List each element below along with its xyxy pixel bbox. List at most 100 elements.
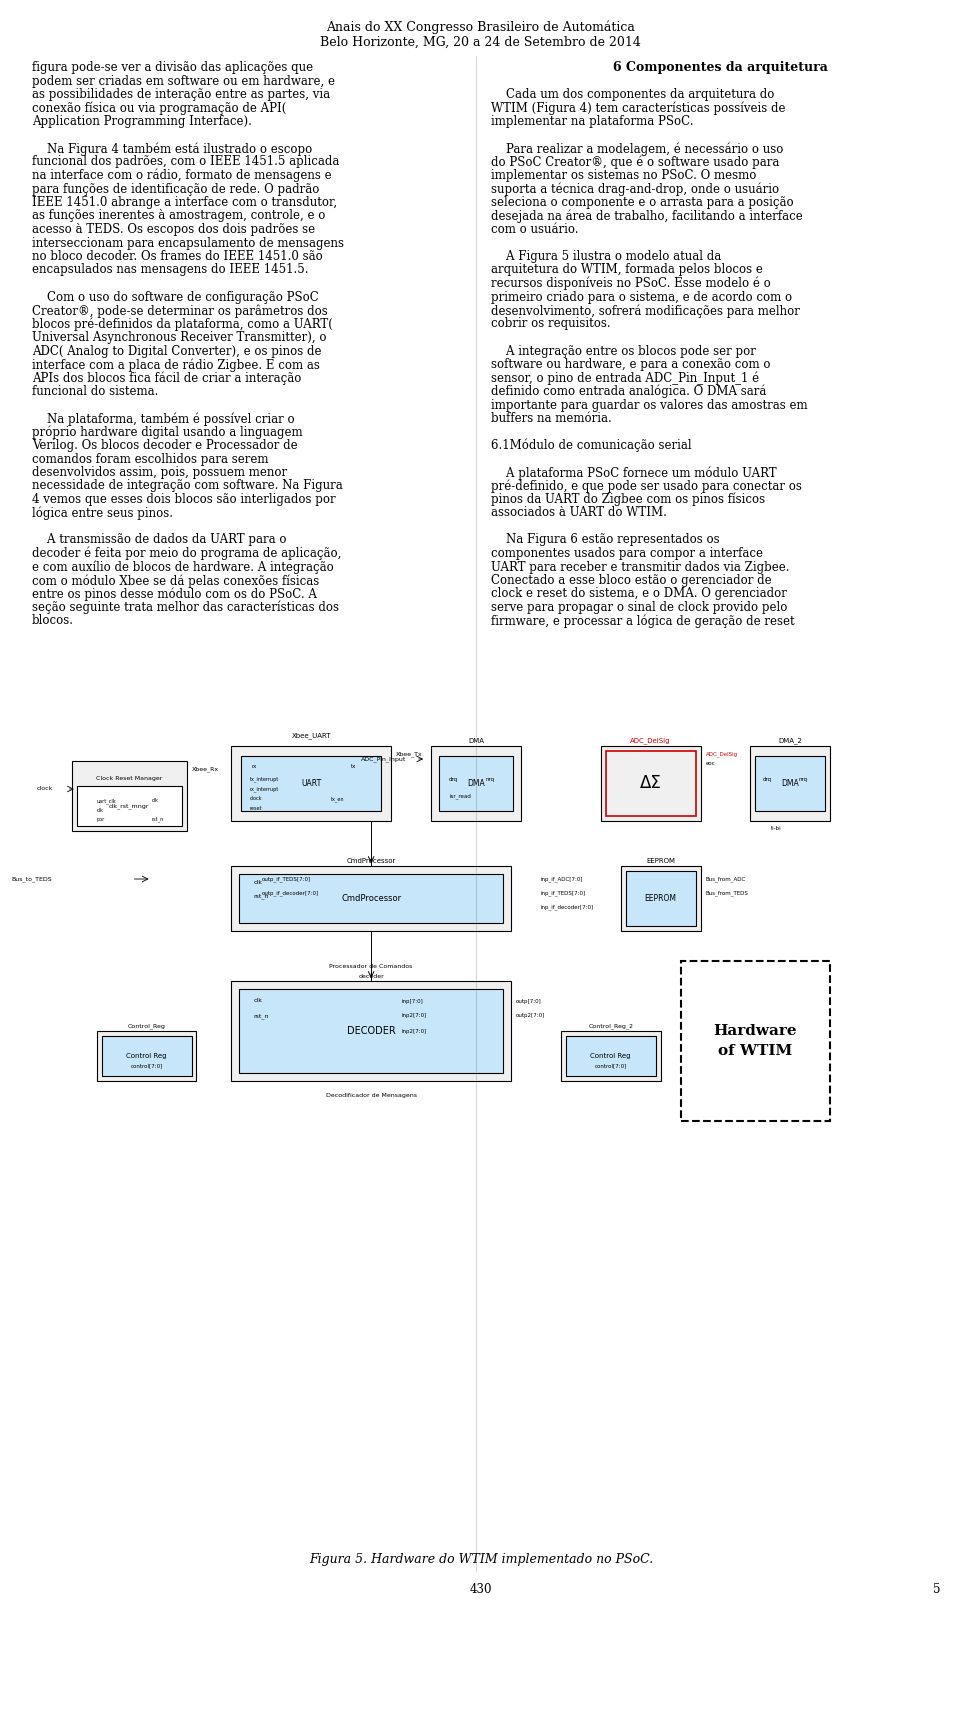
Text: inp2[7:0]: inp2[7:0] <box>401 1029 426 1034</box>
Text: buffers na memória.: buffers na memória. <box>491 411 612 425</box>
Text: blocos.: blocos. <box>32 614 74 628</box>
Text: Na plataforma, também é possível criar o: Na plataforma, também é possível criar o <box>32 411 295 425</box>
Text: uart_clk: uart_clk <box>97 799 116 804</box>
Text: Hardware: Hardware <box>713 1024 797 1038</box>
Text: UART para receber e transmitir dados via Zigbee.: UART para receber e transmitir dados via… <box>491 561 789 573</box>
Text: outp_if_decoder[7:0]: outp_if_decoder[7:0] <box>261 890 319 897</box>
Text: do PSoC Creator®, que é o software usado para: do PSoC Creator®, que é o software usado… <box>491 155 780 169</box>
Text: DMA_2: DMA_2 <box>779 738 803 745</box>
Bar <box>72 761 186 831</box>
Text: Com o uso do software de configuração PSoC: Com o uso do software de configuração PS… <box>32 291 319 303</box>
Text: outp[7:0]: outp[7:0] <box>516 998 541 1003</box>
Text: inp_if_decoder[7:0]: inp_if_decoder[7:0] <box>540 904 594 910</box>
Text: clock: clock <box>250 797 262 802</box>
Text: firmware, e processar a lógica de geração de reset: firmware, e processar a lógica de geraçã… <box>491 614 795 628</box>
Text: EEPROM: EEPROM <box>644 893 677 904</box>
Text: CmdProcessor: CmdProcessor <box>341 893 401 904</box>
Text: ADC_Pin_Input: ADC_Pin_Input <box>361 756 406 762</box>
Text: clk: clk <box>152 799 158 804</box>
Text: 6 Componentes da arquitetura: 6 Componentes da arquitetura <box>613 60 828 74</box>
Text: podem ser criadas em software ou em hardware, e: podem ser criadas em software ou em hard… <box>32 74 335 88</box>
Text: DMA: DMA <box>468 738 484 743</box>
Text: eoc: eoc <box>706 761 715 766</box>
Text: Decodificador de Mensagens: Decodificador de Mensagens <box>325 1093 417 1098</box>
Text: entre os pinos desse módulo com os do PSoC. A: entre os pinos desse módulo com os do PS… <box>32 587 317 601</box>
Text: serve para propagar o sinal de clock provido pelo: serve para propagar o sinal de clock pro… <box>491 601 787 614</box>
Text: 430: 430 <box>469 1583 492 1595</box>
Text: Cada um dos componentes da arquitetura do: Cada um dos componentes da arquitetura d… <box>491 88 775 102</box>
Text: 6.1Módulo de comunicação serial: 6.1Módulo de comunicação serial <box>491 439 691 453</box>
Bar <box>77 786 181 826</box>
Text: inp_if_ADC[7:0]: inp_if_ADC[7:0] <box>540 876 584 881</box>
Text: rx: rx <box>252 764 256 769</box>
Bar <box>231 745 391 821</box>
Text: para funções de identificação de rede. O padrão: para funções de identificação de rede. O… <box>32 182 319 196</box>
Bar <box>32 633 930 1566</box>
Text: figura pode-se ver a divisão das aplicações que: figura pode-se ver a divisão das aplicaç… <box>32 60 313 74</box>
Bar <box>621 866 701 931</box>
Text: associados à UART do WTIM.: associados à UART do WTIM. <box>491 506 667 520</box>
Text: rst_n: rst_n <box>152 816 164 823</box>
Text: ADC_DelSig: ADC_DelSig <box>631 738 671 745</box>
Text: control[7:0]: control[7:0] <box>594 1064 627 1069</box>
Text: Anais do XX Congresso Brasileiro de Automática: Anais do XX Congresso Brasileiro de Auto… <box>326 21 636 34</box>
Text: Xbee_UART: Xbee_UART <box>292 733 331 740</box>
Text: as possibilidades de interação entre as partes, via: as possibilidades de interação entre as … <box>32 88 330 102</box>
Text: inp[7:0]: inp[7:0] <box>401 998 422 1003</box>
Text: Belo Horizonte, MG, 20 a 24 de Setembro de 2014: Belo Horizonte, MG, 20 a 24 de Setembro … <box>321 36 641 48</box>
Text: 4 vemos que esses dois blocos são interligados por: 4 vemos que esses dois blocos são interl… <box>32 492 335 506</box>
Text: of WTIM: of WTIM <box>718 1045 793 1058</box>
Text: seção seguinte trata melhor das características dos: seção seguinte trata melhor das caracter… <box>32 601 339 614</box>
Text: Bus_from_ADC: Bus_from_ADC <box>706 876 746 881</box>
Text: inp2[7:0]: inp2[7:0] <box>401 1014 426 1019</box>
Text: tx_en: tx_en <box>331 797 345 802</box>
Text: funcional do sistema.: funcional do sistema. <box>32 386 158 398</box>
Text: importante para guardar os valores das amostras em: importante para guardar os valores das a… <box>491 399 807 411</box>
Bar <box>606 750 695 816</box>
Text: lógica entre seus pinos.: lógica entre seus pinos. <box>32 506 173 520</box>
Text: Bus_to_TEDS: Bus_to_TEDS <box>12 876 52 881</box>
Text: APIs dos blocos fica fácil de criar a interação: APIs dos blocos fica fácil de criar a in… <box>32 372 301 386</box>
Text: blocos pré-definidos da plataforma, como a UART(: blocos pré-definidos da plataforma, como… <box>32 317 333 330</box>
Text: Para realizar a modelagem, é necessário o uso: Para realizar a modelagem, é necessário … <box>491 143 783 155</box>
Text: Na Figura 4 também está ilustrado o escopo: Na Figura 4 também está ilustrado o esco… <box>32 143 312 155</box>
Text: ADC_DelSig: ADC_DelSig <box>706 750 737 757</box>
Text: drq: drq <box>449 776 458 781</box>
Text: A plataforma PSoC fornece um módulo UART: A plataforma PSoC fornece um módulo UART <box>491 466 777 480</box>
Text: rst_n: rst_n <box>253 1014 269 1019</box>
Text: Clock Reset Manager: Clock Reset Manager <box>96 776 162 781</box>
Bar <box>561 1031 660 1081</box>
Text: Xbee_Rx: Xbee_Rx <box>191 766 219 771</box>
Text: tx: tx <box>351 764 356 769</box>
Bar <box>756 756 826 811</box>
Text: A Figura 5 ilustra o modelo atual da: A Figura 5 ilustra o modelo atual da <box>491 250 721 263</box>
Text: Control Reg: Control Reg <box>590 1053 631 1058</box>
Text: pinos da UART do Zigbee com os pinos físicos: pinos da UART do Zigbee com os pinos fís… <box>491 492 765 506</box>
Bar <box>241 756 381 811</box>
Text: funcional dos padrões, com o IEEE 1451.5 aplicada: funcional dos padrões, com o IEEE 1451.5… <box>32 155 339 169</box>
Text: ΔΣ: ΔΣ <box>639 774 661 792</box>
Bar <box>681 960 830 1120</box>
Text: Control Reg: Control Reg <box>127 1053 167 1058</box>
Text: clk: clk <box>253 881 262 886</box>
Bar <box>231 981 511 1081</box>
Text: decoder: decoder <box>358 974 384 979</box>
Text: clock e reset do sistema, e o DMA. O gerenciador: clock e reset do sistema, e o DMA. O ger… <box>491 587 787 601</box>
Text: rx_interrupt: rx_interrupt <box>250 786 278 792</box>
Text: Control_Reg: Control_Reg <box>128 1024 165 1029</box>
Text: suporta a técnica drag-and-drop, onde o usuário: suporta a técnica drag-and-drop, onde o … <box>491 182 780 196</box>
Text: comandos foram escolhidos para serem: comandos foram escolhidos para serem <box>32 453 268 465</box>
Text: acesso à TEDS. Os escopos dos dois padrões se: acesso à TEDS. Os escopos dos dois padrõ… <box>32 224 315 236</box>
Text: clk_rst_mngr: clk_rst_mngr <box>108 804 150 809</box>
Text: WTIM (Figura 4) tem características possíveis de: WTIM (Figura 4) tem características poss… <box>491 102 785 115</box>
Bar <box>565 1036 656 1076</box>
Bar <box>431 745 521 821</box>
Text: necessidade de integração com software. Na Figura: necessidade de integração com software. … <box>32 480 343 492</box>
Text: Creator®, pode-se determinar os parâmetros dos: Creator®, pode-se determinar os parâmetr… <box>32 305 327 317</box>
Text: Na Figura 6 estão representados os: Na Figura 6 estão representados os <box>491 534 720 547</box>
Bar <box>239 874 503 922</box>
Text: A integração entre os blocos pode ser por: A integração entre os blocos pode ser po… <box>491 344 756 358</box>
Text: ADC( Analog to Digital Converter), e os pinos de: ADC( Analog to Digital Converter), e os … <box>32 344 322 358</box>
Text: ti-bi: ti-bi <box>770 826 781 831</box>
Text: Universal Asynchronous Receiver Transmitter), o: Universal Asynchronous Receiver Transmit… <box>32 330 326 344</box>
